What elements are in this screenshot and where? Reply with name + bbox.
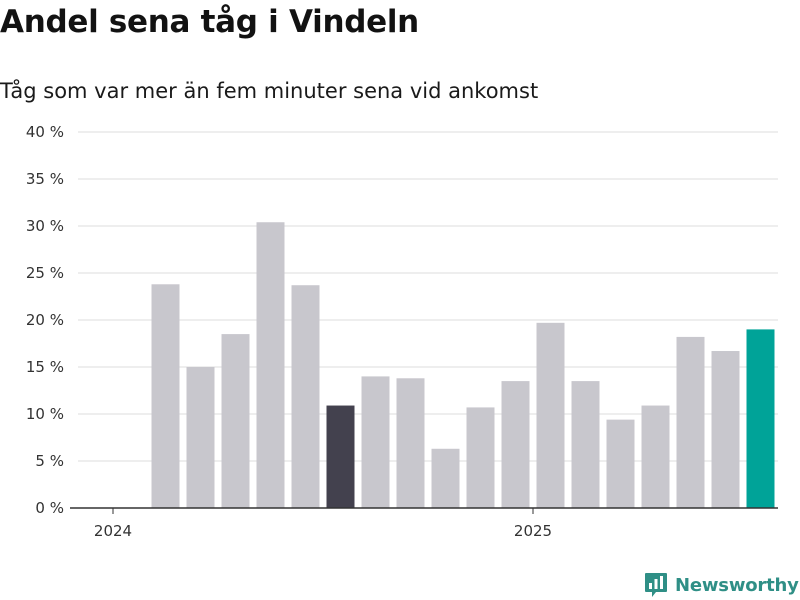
bar-2024-12 <box>501 381 530 508</box>
bar-2025-06 <box>711 351 740 508</box>
bar-2025-07 <box>746 329 775 508</box>
bar-2025-03 <box>606 419 635 508</box>
newsworthy-logo-icon <box>645 573 667 597</box>
bar-2024-02 <box>151 284 180 508</box>
x-tick-label: 2025 <box>514 522 552 540</box>
brand-name: Newsworthy <box>675 574 799 596</box>
x-tick-label: 2024 <box>94 522 132 540</box>
y-tick-label: 20 % <box>26 311 64 329</box>
bar-2025-01 <box>536 322 565 508</box>
y-tick-label: 15 % <box>26 358 64 376</box>
bar-2024-10 <box>431 448 460 508</box>
y-tick-label: 5 % <box>35 452 64 470</box>
bar-2024-05 <box>256 222 285 509</box>
y-tick-label: 10 % <box>26 405 64 423</box>
chart-subtitle: Tåg som var mer än fem minuter sena vid … <box>0 79 539 103</box>
bar-2024-07 <box>326 405 355 508</box>
y-tick-label: 30 % <box>26 217 64 235</box>
chart-title: Andel sena tåg i Vindeln <box>0 4 419 40</box>
bar-2024-04 <box>221 334 250 508</box>
y-tick-label: 40 % <box>26 123 64 141</box>
bar-2024-09 <box>396 378 425 508</box>
bar-2024-03 <box>186 367 215 508</box>
bar-2025-04 <box>641 405 670 508</box>
bar-2025-05 <box>676 336 705 508</box>
bar-2024-06 <box>291 285 320 508</box>
brand-logo: Newsworthy <box>644 570 799 600</box>
bar-2024-11 <box>466 407 495 508</box>
y-tick-label: 0 % <box>35 499 64 517</box>
y-tick-label: 35 % <box>26 170 64 188</box>
y-tick-label: 25 % <box>26 264 64 282</box>
bar-2025-02 <box>571 381 600 508</box>
bar-chart: 0 % 5 % 10 % 15 % 20 % 25 % 30 % 35 % 40 % 2024 20… <box>26 123 778 540</box>
bar-2024-08 <box>361 376 390 508</box>
